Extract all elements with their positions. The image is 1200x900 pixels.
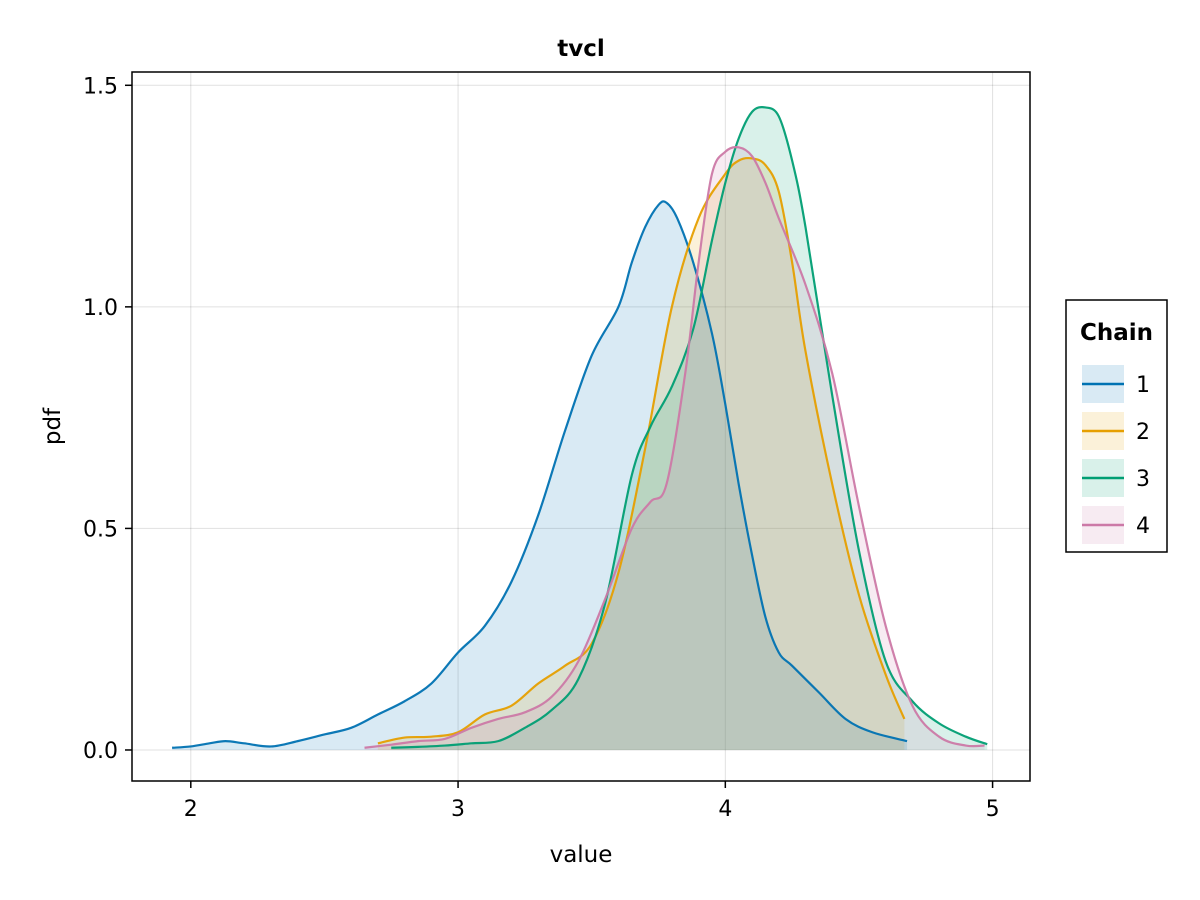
legend-box <box>1065 299 1168 553</box>
legend-item-chain-4: 4 <box>1082 506 1150 544</box>
legend-label: 3 <box>1136 467 1150 492</box>
legend-item-chain-3: 3 <box>1082 459 1150 497</box>
legend-label: 1 <box>1136 373 1150 398</box>
y-tick-label: 0.5 <box>83 517 118 542</box>
density-lines <box>172 106 988 749</box>
grid <box>132 72 1030 781</box>
legend-label: 2 <box>1136 420 1150 445</box>
x-tick-label: 2 <box>184 797 198 822</box>
legend-item-chain-1: 1 <box>1082 365 1150 403</box>
y-tick-label: 0.0 <box>83 739 118 764</box>
density-line-chain-4 <box>364 145 985 749</box>
y-tick-label: 1.5 <box>83 74 118 99</box>
legend-item-chain-2: 2 <box>1082 412 1150 450</box>
legend-title: Chain <box>1080 320 1153 346</box>
x-tick-label: 3 <box>451 797 465 822</box>
x-tick-label: 5 <box>986 797 1000 822</box>
plot-frame <box>131 71 1031 782</box>
legend-items: 1 2 3 4 <box>1082 365 1150 544</box>
density-area-chain-2 <box>377 158 905 750</box>
density-line-chain-2 <box>377 156 906 745</box>
x-axis-title: value <box>550 842 613 868</box>
x-tick-label: 4 <box>718 797 732 822</box>
density-area-chain-1 <box>172 201 908 750</box>
density-line-chain-3 <box>391 106 988 749</box>
density-line-chain-1 <box>172 200 908 749</box>
density-area-chain-3 <box>391 107 988 750</box>
legend-label: 4 <box>1136 514 1150 539</box>
y-tick-label: 1.0 <box>83 296 118 321</box>
y-axis-title: pdf <box>40 407 66 445</box>
axis-ticks: 2 3 4 5 0.0 0.5 1.0 1.5 <box>83 74 1000 822</box>
chart-title: tvcl <box>557 36 605 62</box>
legend: Chain 1 2 3 4 <box>1065 299 1168 553</box>
